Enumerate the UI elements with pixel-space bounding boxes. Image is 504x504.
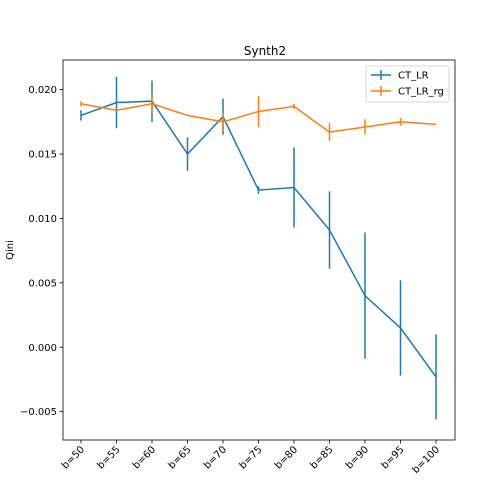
y-tick-label-5: 0.020	[28, 85, 57, 96]
legend-item-CT_LR: CT_LR	[371, 70, 429, 82]
plot-frame	[62, 59, 456, 441]
y-tick-label-1: 0.000	[28, 343, 57, 354]
legend-label-CT_LR_rg: CT_LR_rg	[398, 87, 444, 98]
legend-item-CT_LR_rg: CT_LR_rg	[371, 86, 444, 98]
y-tick-label-4: 0.015	[28, 150, 57, 161]
y-axis-label: Qini	[5, 240, 16, 260]
line-CT_LR_rg	[80, 103, 437, 133]
legend-label-CT_LR: CT_LR	[398, 71, 429, 82]
y-tick-label-0: −0.005	[20, 407, 57, 418]
series-CT_LR	[80, 76, 437, 420]
y-tick-label-3: 0.010	[28, 214, 57, 225]
y-tick-label-2: 0.005	[28, 278, 57, 289]
legend: CT_LR CT_LR_rg	[365, 65, 450, 103]
chart-title: Synth2	[244, 44, 286, 58]
series-CT_LR_rg	[80, 93, 437, 142]
line-CT_LR	[80, 100, 437, 378]
